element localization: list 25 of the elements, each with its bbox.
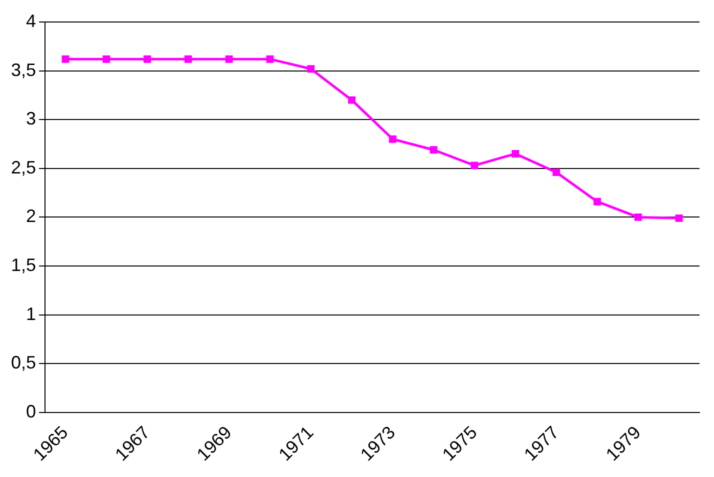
y-tick-label: 2,5	[10, 157, 36, 178]
y-tick-label: 4	[26, 10, 36, 31]
point	[512, 150, 520, 158]
y-tick-label: 0,5	[10, 352, 36, 373]
point	[102, 55, 110, 63]
point	[307, 65, 315, 73]
y-tick-label: 3,5	[10, 60, 36, 80]
point	[675, 214, 683, 222]
y-tick-label: 0	[26, 401, 36, 422]
y-tick-label: 1	[26, 304, 36, 324]
point	[184, 55, 192, 63]
y-tick-label: 2	[26, 206, 36, 226]
y-tick-label: 1,5	[10, 254, 36, 275]
point	[144, 55, 152, 63]
point	[348, 96, 356, 104]
point	[552, 168, 560, 176]
point	[634, 213, 642, 221]
point	[62, 55, 70, 63]
point	[225, 55, 233, 63]
point	[594, 198, 601, 206]
point	[266, 55, 274, 63]
point	[470, 162, 478, 170]
point	[388, 135, 396, 143]
y-tick-label: 3	[26, 108, 36, 129]
point	[430, 146, 438, 154]
